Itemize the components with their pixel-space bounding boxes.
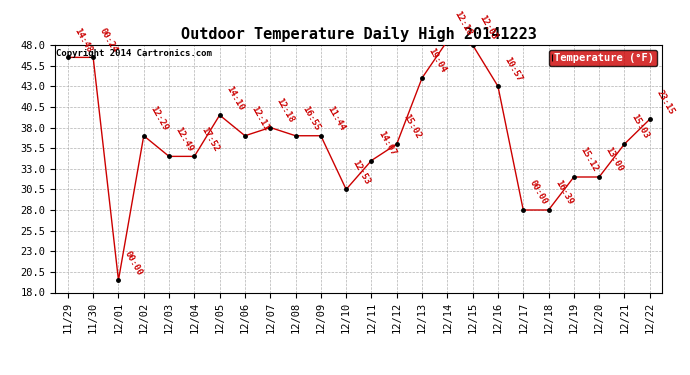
Text: 14:48: 14:48 bbox=[72, 26, 94, 54]
Text: 12:03: 12:03 bbox=[477, 14, 498, 42]
Text: 15:03: 15:03 bbox=[629, 113, 650, 141]
Text: 23:15: 23:15 bbox=[654, 88, 676, 116]
Legend: Temperature (°F): Temperature (°F) bbox=[549, 50, 657, 66]
Text: 19:04: 19:04 bbox=[426, 47, 448, 75]
Text: 12:18: 12:18 bbox=[275, 96, 296, 124]
Text: 12:29: 12:29 bbox=[148, 105, 170, 132]
Title: Outdoor Temperature Daily High 20141223: Outdoor Temperature Daily High 20141223 bbox=[181, 27, 537, 42]
Text: 17:52: 17:52 bbox=[199, 125, 220, 153]
Text: Copyright 2014 Cartronics.com: Copyright 2014 Cartronics.com bbox=[56, 49, 212, 58]
Text: 00:24: 00:24 bbox=[98, 26, 119, 54]
Text: 12:49: 12:49 bbox=[174, 125, 195, 153]
Text: 15:02: 15:02 bbox=[402, 113, 422, 141]
Text: 15:12: 15:12 bbox=[578, 146, 600, 174]
Text: 12:53: 12:53 bbox=[351, 158, 372, 186]
Text: 14:07: 14:07 bbox=[376, 129, 397, 157]
Text: 16:55: 16:55 bbox=[300, 105, 322, 132]
Text: 00:00: 00:00 bbox=[528, 179, 549, 207]
Text: 10:57: 10:57 bbox=[502, 55, 524, 83]
Text: 14:10: 14:10 bbox=[224, 84, 246, 112]
Text: 11:44: 11:44 bbox=[326, 105, 346, 132]
Text: 00:00: 00:00 bbox=[123, 249, 144, 277]
Text: 13:00: 13:00 bbox=[604, 146, 625, 174]
Text: 12:18: 12:18 bbox=[452, 10, 473, 38]
Text: 16:39: 16:39 bbox=[553, 179, 574, 207]
Text: 12:11: 12:11 bbox=[250, 105, 270, 132]
